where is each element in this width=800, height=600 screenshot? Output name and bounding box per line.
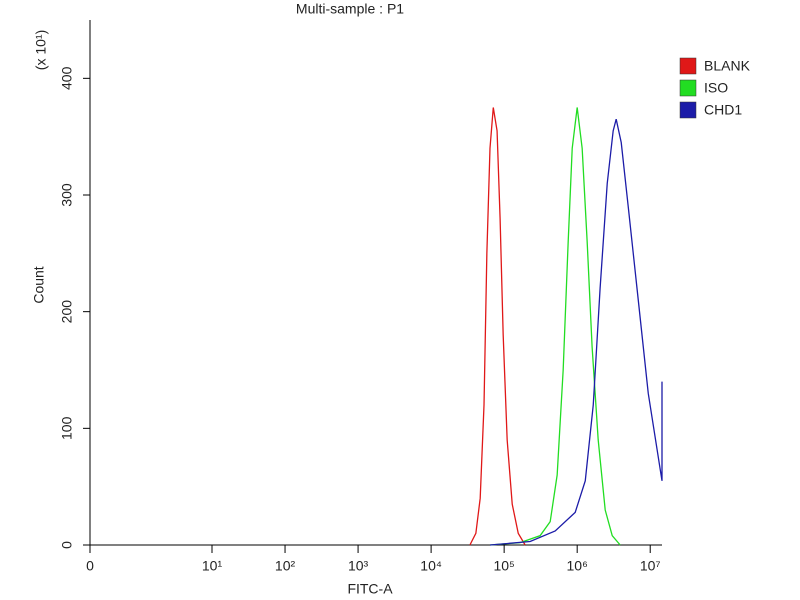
legend-label: CHD1 <box>704 102 742 118</box>
series-line <box>489 107 621 546</box>
y-tick-label: 200 <box>59 300 75 324</box>
chart-title: Multi-sample : P1 <box>296 1 404 17</box>
x-tick-label: 10⁴ <box>420 558 442 574</box>
x-tick-label: 10² <box>275 558 296 574</box>
series-line <box>469 107 526 546</box>
y-tick-label: 0 <box>59 541 75 549</box>
y-tick-label: 300 <box>59 183 75 207</box>
y-tick-label: 400 <box>59 66 75 90</box>
legend-swatch <box>679 57 697 75</box>
x-tick-label: 10³ <box>348 558 369 574</box>
x-tick-label: 10⁷ <box>640 558 661 574</box>
y-axis-label: Count <box>31 266 47 303</box>
legend-swatch <box>679 79 697 97</box>
x-tick-label: 0 <box>86 558 94 574</box>
legend-label: BLANK <box>704 58 751 74</box>
legend-label: ISO <box>704 80 728 96</box>
x-tick-label: 10⁶ <box>567 558 588 574</box>
x-tick-label: 10¹ <box>202 558 223 574</box>
y-tick-label: 100 <box>59 416 75 440</box>
x-tick-label: 10⁵ <box>493 558 514 574</box>
series-line <box>489 119 663 546</box>
legend-swatch <box>679 101 697 119</box>
x-axis-label: FITC-A <box>347 581 393 597</box>
y-multiplier: (x 10¹) <box>33 30 49 70</box>
